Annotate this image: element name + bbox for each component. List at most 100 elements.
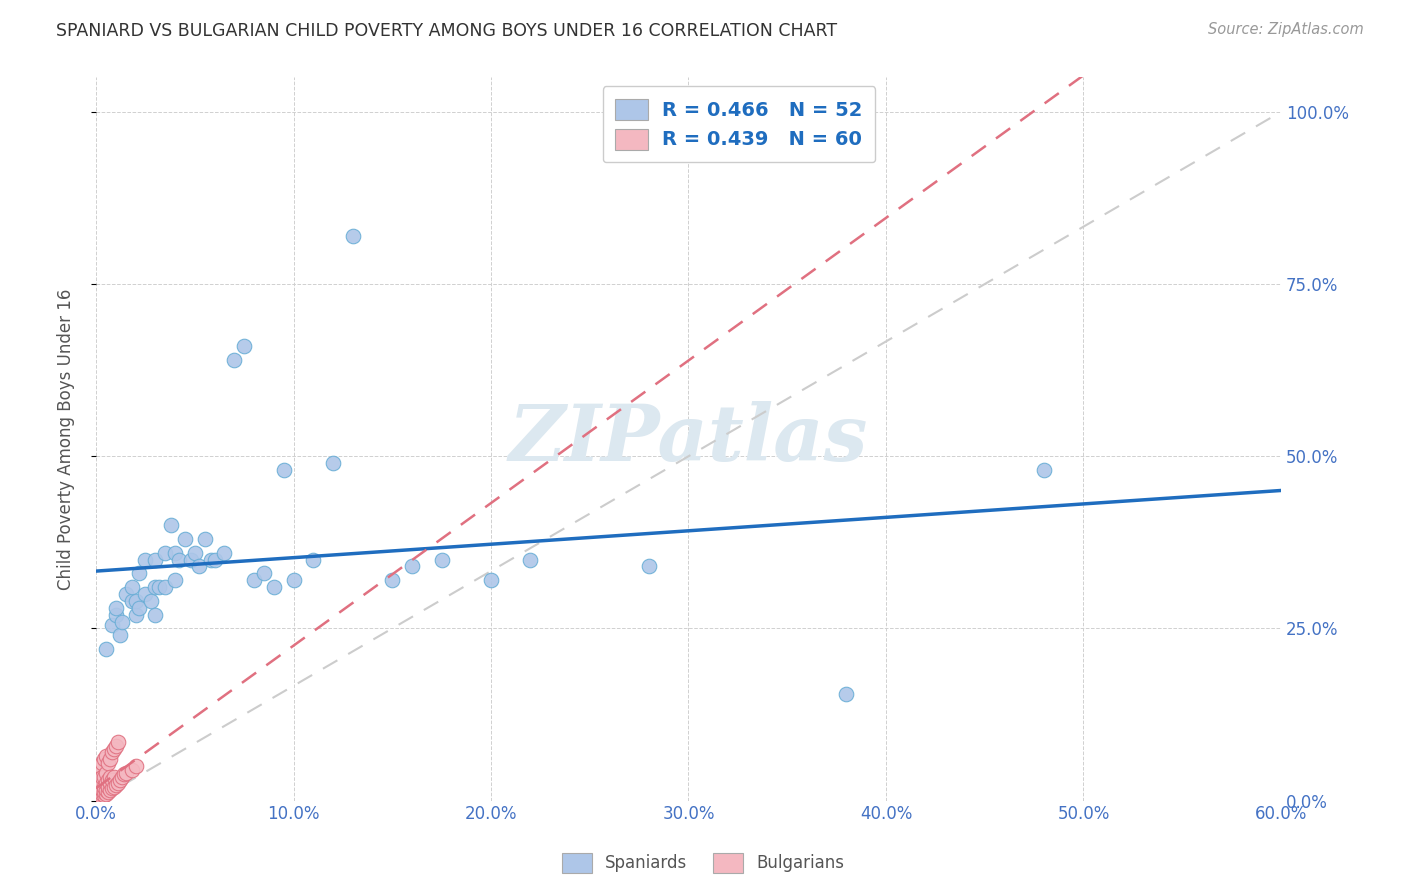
Point	[93, 770, 115, 784]
Point	[87, 772, 110, 787]
Point	[91, 756, 114, 770]
Point	[89, 759, 111, 773]
Point	[1033, 463, 1056, 477]
Point	[103, 742, 125, 756]
Point	[87, 790, 110, 805]
Point	[173, 532, 195, 546]
Point	[93, 785, 115, 799]
Point	[103, 780, 125, 794]
Point	[101, 781, 124, 796]
Point	[381, 573, 404, 587]
Point	[97, 772, 120, 787]
Point	[273, 463, 295, 477]
Point	[121, 763, 143, 777]
Point	[87, 780, 110, 794]
Point	[94, 787, 117, 801]
Point	[87, 783, 110, 797]
Text: Source: ZipAtlas.com: Source: ZipAtlas.com	[1208, 22, 1364, 37]
Point	[112, 767, 135, 781]
Legend: Spaniards, Bulgarians: Spaniards, Bulgarians	[555, 847, 851, 880]
Point	[114, 766, 136, 780]
Point	[84, 790, 107, 805]
Point	[263, 580, 285, 594]
Point	[153, 580, 176, 594]
Point	[143, 607, 166, 622]
Point	[104, 607, 127, 622]
Point	[342, 228, 364, 243]
Point	[93, 780, 115, 794]
Point	[87, 787, 110, 801]
Point	[111, 615, 134, 629]
Legend: R = 0.466   N = 52, R = 0.439   N = 60: R = 0.466 N = 52, R = 0.439 N = 60	[603, 87, 876, 162]
Point	[87, 766, 110, 780]
Point	[91, 770, 114, 784]
Point	[121, 580, 143, 594]
Point	[302, 552, 325, 566]
Point	[243, 573, 266, 587]
Point	[89, 790, 111, 805]
Point	[163, 546, 186, 560]
Point	[134, 587, 156, 601]
Point	[214, 546, 236, 560]
Point	[94, 783, 117, 797]
Point	[91, 783, 114, 797]
Point	[101, 772, 124, 787]
Point	[111, 770, 134, 784]
Point	[121, 594, 143, 608]
Point	[253, 566, 276, 581]
Point	[93, 752, 115, 766]
Point	[479, 573, 502, 587]
Point	[128, 566, 150, 581]
Point	[134, 552, 156, 566]
Point	[89, 787, 111, 801]
Point	[283, 573, 305, 587]
Point	[101, 746, 124, 760]
Point	[89, 780, 111, 794]
Point	[89, 772, 111, 787]
Point	[97, 780, 120, 794]
Point	[322, 456, 344, 470]
Point	[638, 559, 661, 574]
Point	[114, 587, 136, 601]
Point	[180, 552, 202, 566]
Point	[430, 552, 453, 566]
Point	[84, 794, 107, 808]
Point	[98, 783, 121, 797]
Point	[91, 787, 114, 801]
Point	[94, 776, 117, 790]
Point	[103, 770, 125, 784]
Point	[107, 776, 129, 790]
Point	[143, 580, 166, 594]
Point	[89, 783, 111, 797]
Point	[104, 779, 127, 793]
Point	[108, 628, 131, 642]
Point	[124, 759, 146, 773]
Point	[160, 518, 183, 533]
Point	[163, 573, 186, 587]
Point	[94, 766, 117, 780]
Point	[204, 552, 226, 566]
Point	[167, 552, 190, 566]
Point	[233, 339, 256, 353]
Point	[835, 687, 858, 701]
Point	[91, 776, 114, 790]
Point	[84, 780, 107, 794]
Point	[187, 559, 209, 574]
Point	[194, 532, 217, 546]
Point	[94, 642, 117, 657]
Point	[97, 756, 120, 770]
Point	[107, 735, 129, 749]
Point	[98, 770, 121, 784]
Text: SPANIARD VS BULGARIAN CHILD POVERTY AMONG BOYS UNDER 16 CORRELATION CHART: SPANIARD VS BULGARIAN CHILD POVERTY AMON…	[56, 22, 838, 40]
Point	[87, 794, 110, 808]
Point	[143, 552, 166, 566]
Text: ZIPatlas: ZIPatlas	[509, 401, 868, 477]
Point	[224, 352, 246, 367]
Point	[519, 552, 541, 566]
Point	[98, 752, 121, 766]
Point	[93, 788, 115, 802]
Point	[91, 790, 114, 805]
Point	[128, 600, 150, 615]
Point	[153, 546, 176, 560]
Point	[124, 594, 146, 608]
